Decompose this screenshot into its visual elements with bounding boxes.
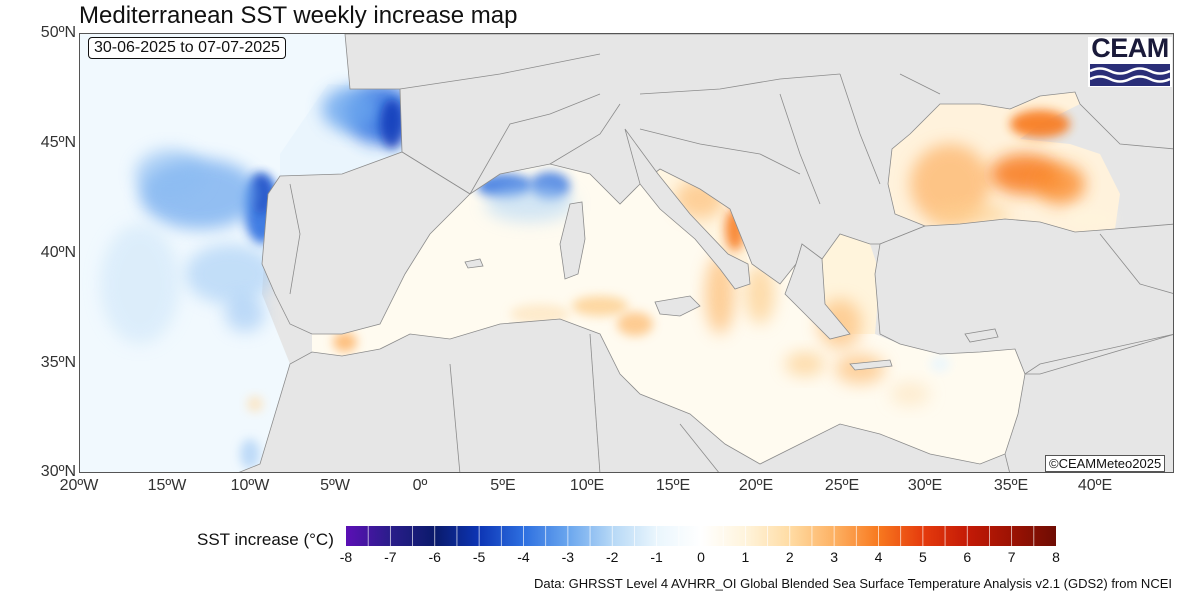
- lon-label-10e: 10ºE: [569, 477, 605, 494]
- color-bar-tick-label: 4: [874, 549, 883, 565]
- land-masses: [238, 34, 1173, 472]
- lat-label-30: 30ºN: [40, 463, 76, 480]
- country-borders: [289, 53, 1173, 472]
- lat-label-45: 45ºN: [40, 134, 76, 151]
- color-bar-tick-label: -7: [384, 549, 397, 565]
- lon-label-20w: 20ºW: [59, 477, 99, 494]
- sst-map: [79, 33, 1174, 473]
- color-bar-tick-label: -2: [606, 549, 619, 565]
- ceam-logo: CEAM: [1088, 33, 1172, 87]
- map-title: Mediterranean SST weekly increase map: [79, 2, 518, 29]
- color-bar: [346, 526, 1056, 546]
- lat-label-35: 35ºN: [40, 354, 76, 371]
- lon-label-15e: 15ºE: [655, 477, 691, 494]
- color-bar-tick-label: -3: [561, 549, 575, 565]
- color-bar-tick-label: -4: [517, 549, 530, 565]
- color-bar-tick-label: 0: [697, 549, 705, 565]
- legend-title: SST increase (°C): [197, 530, 334, 549]
- copyright-credit: ©CEAMMeteo2025: [1045, 455, 1166, 472]
- data-source: Data: GHRSST Level 4 AVHRR_OI Global Ble…: [533, 576, 1172, 591]
- sst-anomaly-field: [100, 84, 1115, 469]
- lon-label-30e: 30ºE: [907, 477, 943, 494]
- color-bar-tick-label: -6: [428, 549, 441, 565]
- lon-label-5w: 5ºW: [320, 477, 350, 494]
- sst-map-canvas: [80, 34, 1173, 472]
- color-bar-tick-label: 1: [741, 549, 750, 565]
- color-bar-tick-label: 6: [963, 549, 972, 565]
- color-bar-tick-label: 8: [1052, 549, 1060, 565]
- color-bar-tick-label: -8: [339, 549, 353, 565]
- lat-label-50: 50ºN: [40, 24, 76, 41]
- color-bar-tick-label: 5: [918, 549, 927, 565]
- lon-label-10w: 10ºW: [230, 477, 270, 494]
- date-range-label: 30-06-2025 to 07-07-2025: [88, 37, 286, 59]
- lon-label-40e: 40ºE: [1077, 477, 1113, 494]
- ceam-logo-text: CEAM: [1091, 33, 1169, 63]
- color-bar-tick-label: -5: [472, 549, 486, 565]
- color-bar-tick-label: 2: [785, 549, 794, 565]
- lon-label-25e: 25ºE: [824, 477, 860, 494]
- lon-label-20e: 20ºE: [738, 477, 774, 494]
- color-bar-tick-label: -1: [650, 549, 663, 565]
- lon-label-0: 0º: [412, 477, 428, 494]
- color-bar-tick-label: 3: [830, 549, 839, 565]
- lon-label-15w: 15ºW: [147, 477, 187, 494]
- ceam-wave-icon: [1090, 64, 1170, 86]
- lat-label-40: 40ºN: [40, 244, 76, 261]
- color-bar-tick-label: 7: [1007, 549, 1016, 565]
- lon-label-35e: 35ºE: [993, 477, 1029, 494]
- lon-label-5e: 5ºE: [490, 477, 516, 494]
